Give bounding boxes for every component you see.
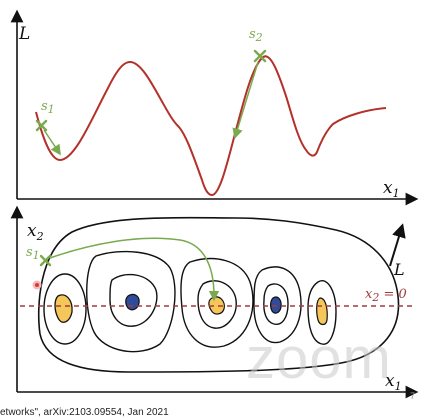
outer-contour [37,216,400,373]
loss-curve [35,55,387,197]
descent-trajectory [49,237,220,302]
dashed-line-label: x2 = 0 [365,287,407,304]
contour-ring [197,280,237,329]
start-point-label: s1 [26,245,40,262]
gradient-label: L [393,260,405,279]
local-minimum [208,296,225,315]
contour-ring [263,283,289,325]
bottom-plot: x2 x1 x2 = 0 L s1 [10,205,419,399]
top-plot: L x1 s1 s2 [10,9,419,206]
top-x-label: x1 [383,178,400,200]
descent-arrow-s2 [232,61,259,140]
cross-marker-icon [39,254,52,267]
contour-ring [43,273,87,345]
contour-ring [86,250,176,353]
gradient-arrow [389,223,406,267]
contour-ring [253,266,302,344]
pointer-dot-core [35,283,39,287]
page-number: 7 [410,391,416,401]
descent-arrow-s1 [43,129,61,156]
start-point-s2: s2 [232,27,267,140]
svg-text:s1: s1 [41,99,55,116]
bottom-x-label: x1 [385,371,402,393]
top-y-label: L [18,24,30,44]
bottom-y-label: x2 [27,221,44,243]
start-point-s1: s1 [35,99,61,156]
zoom-watermark: zoom [246,326,392,391]
local-maximum [270,296,282,314]
local-minimum [316,297,328,326]
local-minimum [54,294,73,323]
contour-ring [109,273,158,327]
svg-text:s2: s2 [249,27,263,44]
cross-marker-icon [253,49,267,63]
local-maximum [125,293,140,311]
contour-ring [180,258,254,348]
citation-footer: etworks", arXiv:2103.09554, Jan 2021 [0,407,169,418]
contour-ring [307,280,337,345]
cross-marker-icon [35,119,48,132]
